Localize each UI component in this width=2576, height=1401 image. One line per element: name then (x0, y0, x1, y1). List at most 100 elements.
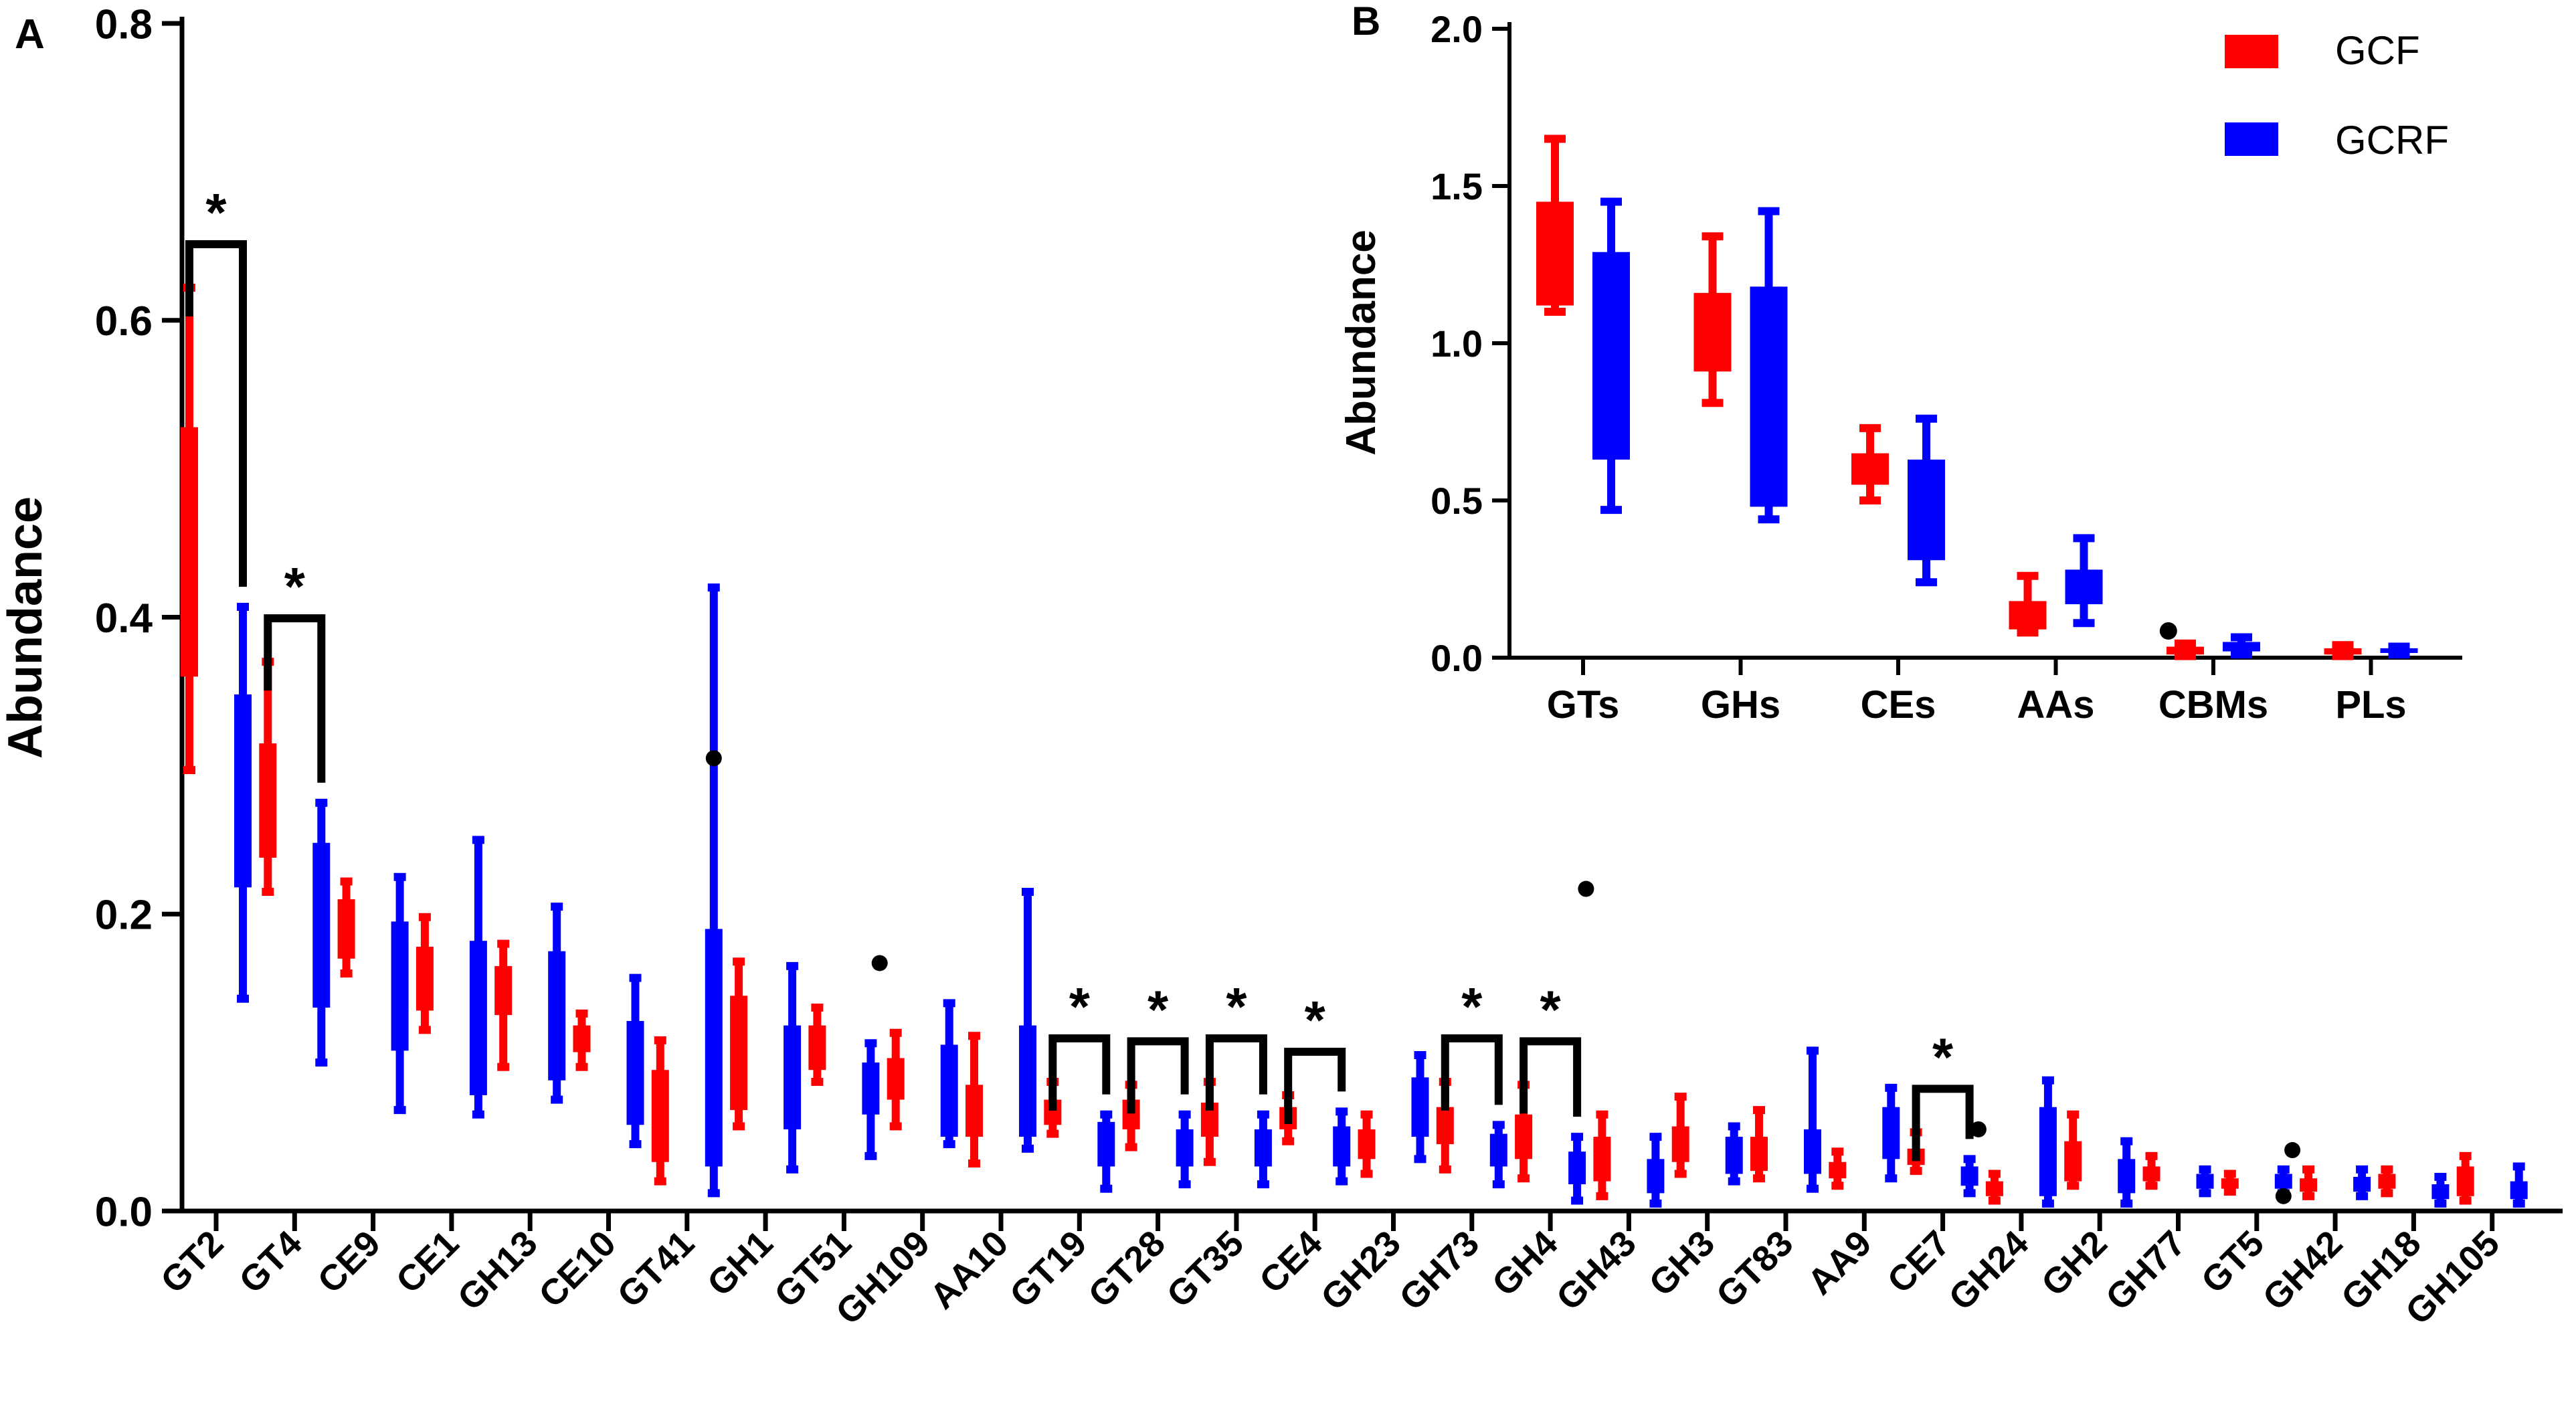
panel-a-gcrf-gh2-box (2118, 1159, 2136, 1194)
panel-a-x-tick-label-ce10: CE10 (531, 1223, 624, 1315)
panel-b-x-tick-labels: GTs GHs CEs AAs CBMs PLs (1547, 683, 2407, 727)
panel-a-gcrf-gh77-box (2196, 1174, 2214, 1189)
panel-a-gcrf-gt35-box (1254, 1129, 1272, 1167)
panel-a-significance-gt35-bracket (1205, 1034, 1267, 1111)
panel-a-gcf-gh105-box (2456, 1166, 2474, 1196)
panel-b-gcf-ces-box (1851, 453, 1889, 485)
panel-a-y-tick-label: 0.0 (95, 1189, 153, 1235)
panel-a-x-tick-label-gh1: GH1 (700, 1223, 781, 1304)
panel-a-gcrf-gh24-box (2039, 1107, 2057, 1196)
panel-a-x-tick-label-gt2: GT2 (153, 1223, 232, 1301)
panel-a-gcf-gt41-box (651, 1070, 669, 1162)
panel-a-significance-gt35-asterisk: * (1226, 977, 1247, 1036)
legend-label-gcrf: GCRF (2335, 118, 2449, 163)
panel-a-gcf-aa10-box (965, 1085, 983, 1137)
panel-a-gcrf-gt2-box (234, 694, 252, 888)
panel-a-x-tick-label-gh13: GH13 (450, 1223, 545, 1318)
panel-b-x-tick-label-ghs: GHs (1701, 683, 1780, 727)
panel-a-significance-gh4-bracket (1520, 1037, 1582, 1117)
panel-a-x-tick-label-gh24: GH24 (1941, 1223, 2036, 1318)
panel-b-y-tick-label: 0.5 (1431, 480, 1483, 522)
panel-a-significance-ce4-bracket (1284, 1047, 1346, 1124)
panel-b-gcf-pls-box (2324, 648, 2362, 655)
panel-a-x-tick-label-gh77: GH77 (2098, 1223, 2193, 1318)
panel-b: B Abundance 0.0 0.5 1.0 1.5 2.0 GTs GHs CEs AAs… (1338, 0, 2462, 727)
panel-a-gcf-gh77-box (2142, 1166, 2160, 1182)
panel-b-x-tick-label-aas: AAs (2017, 683, 2094, 727)
panel-a-gcf-gh24-box (1985, 1181, 2003, 1196)
panel-a-gcrf-gt5-box (2274, 1174, 2292, 1189)
panel-a-gcrf-gt83-box (1804, 1129, 1821, 1174)
panel-a-gcf-gh4-box (1515, 1114, 1533, 1159)
panel-a-significance-gt19-bracket (1048, 1034, 1111, 1111)
panel-a-gcrf-gh23-box (1411, 1077, 1429, 1137)
panel-a-gcf-gh18-box (2378, 1174, 2396, 1189)
panel-a-y-tick-label: 0.6 (95, 298, 153, 345)
legend-label-gcf: GCF (2335, 28, 2420, 73)
legend-swatch-gcf (2225, 35, 2278, 68)
panel-a-x-tick-label-aa9: AA9 (1800, 1223, 1879, 1303)
panel-b-x-tick-label-pls: PLs (2335, 683, 2406, 727)
panel-a-x-tick-label-ce9: CE9 (310, 1223, 388, 1301)
panel-a-gcrf-gt19-box (1097, 1121, 1115, 1167)
panel-a-y-tick-label: 0.4 (95, 595, 153, 642)
panel-a-significance-gt2-bracket (185, 240, 247, 587)
panel-a-gcf-gh43-outlier (1578, 880, 1594, 897)
panel-a-y-tick-label: 0.8 (95, 1, 153, 48)
panel-a-gcrf-gh13-box (548, 951, 566, 1081)
panel-b-gcf-gts-box (1536, 201, 1574, 306)
panel-b-x-tick-label-ces: CEs (1861, 683, 1936, 727)
panel-a-significance-gh73-bracket (1441, 1034, 1503, 1111)
panel-a-gcrf-gt41-box (705, 929, 723, 1167)
panel-a-gcrf-gt5-outlier (2275, 1188, 2292, 1204)
legend-swatch-gcrf (2225, 122, 2278, 156)
panel-b-y-tick-label: 2.0 (1431, 8, 1483, 50)
panel-a-gcrf-gh43-box (1647, 1159, 1665, 1194)
panel-a-gcrf-ce1-box (469, 941, 487, 1095)
panel-b-gcrf-aas-box (2065, 569, 2103, 605)
panel-a-gcrf-gh42-box (2353, 1176, 2371, 1192)
panel-b-gcrf-ces-box (1908, 459, 1945, 561)
panel-a-x-tick-label-gt83: GT83 (1709, 1223, 1801, 1315)
panel-b-gcrf-cbms-box (2223, 642, 2260, 652)
panel-a-significance-ce7-asterisk: * (1932, 1027, 1954, 1087)
panel-a-gcrf-gt51-box (862, 1062, 880, 1115)
panel-a-significance-gh73-asterisk: * (1461, 977, 1483, 1036)
panel-a-gcf-gt83-box (1750, 1137, 1768, 1172)
panel-a-gcrf-gh73-box (1489, 1133, 1507, 1167)
panel-a-x-tick-labels: GT2 GT4 CE9 CE1GH13CE10GT41GH1GT51GH109AA10… (153, 1223, 2507, 1332)
panel-a-gcf-gt4-box (259, 743, 277, 858)
panel-a-significance-ce4-asterisk: * (1305, 990, 1326, 1050)
panel-a-gcrf-ce10-box (626, 1021, 644, 1125)
panel-a-gcf-gt2-box (181, 427, 198, 677)
panel-a-boxes (181, 283, 2528, 1208)
panel-a-x-tick-label-gh73: GH73 (1392, 1223, 1487, 1318)
panel-b-gcrf-ghs-box (1750, 286, 1788, 507)
panel-a-gcf-gt5-box (2221, 1178, 2239, 1189)
panel-b-gcf-ghs-box (1693, 292, 1732, 372)
panel-a-gcrf-ce4-box (1333, 1126, 1351, 1167)
panel-a-significance-gt28-asterisk: * (1147, 979, 1169, 1039)
panel-a-significance-ce7-bracket (1912, 1085, 1974, 1161)
panel-b-y-tick-label: 0.0 (1431, 637, 1483, 679)
panel-a-x-tick-label-gh42: GH42 (2255, 1223, 2350, 1318)
panel-a-axes: 0.0 0.2 0.4 0.6 0.8 (95, 1, 2563, 1235)
panel-a-gcf-aa9-box (1829, 1161, 1847, 1179)
panel-a-gcrf-gh3-box (1725, 1137, 1743, 1174)
panel-a-gcf-gh13-box (494, 965, 513, 1016)
panel-a-gcf-gh23-box (1358, 1129, 1376, 1159)
panel-a-x-tick-label-gh3: GH3 (1641, 1223, 1722, 1304)
panel-a-x-tick-label-gt28: GT28 (1081, 1223, 1173, 1315)
panel-a-gcrf-gt4-box (312, 842, 331, 1008)
panel-b-label: B (1352, 0, 1380, 43)
panel-a-gcf-gh42-box (2300, 1178, 2318, 1192)
panel-a-significance-gt4-bracket (264, 614, 326, 783)
panel-b-gcrf-pls-box (2380, 648, 2418, 653)
panel-b-legend: GCF GCRF (2225, 28, 2449, 163)
panel-a-x-tick-label-gh23: GH23 (1313, 1223, 1408, 1318)
panel-a-gcrf-aa10-box (1019, 1025, 1036, 1137)
panel-a-significance-gt28-bracket (1127, 1037, 1189, 1114)
panel-a-gcf-gh3-box (1671, 1126, 1689, 1162)
panel-b-y-tick-label: 1.0 (1431, 322, 1483, 365)
